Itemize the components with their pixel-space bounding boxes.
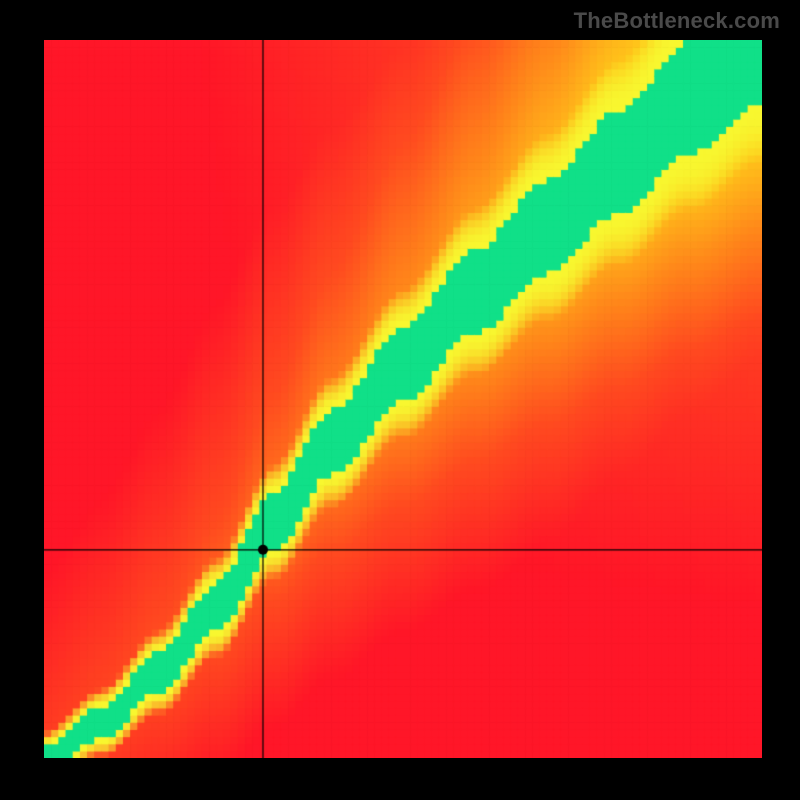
watermark-text: TheBottleneck.com bbox=[574, 8, 780, 34]
bottleneck-heatmap bbox=[44, 40, 762, 758]
chart-container: TheBottleneck.com bbox=[0, 0, 800, 800]
